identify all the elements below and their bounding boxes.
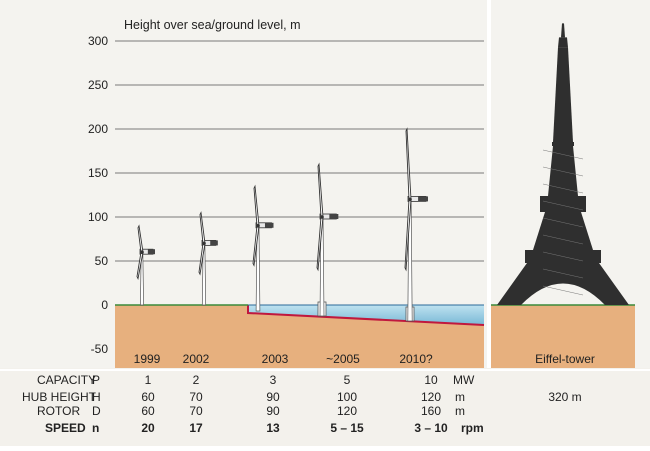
y-tick-label: 0 — [101, 298, 108, 312]
tower-lattice-line — [542, 268, 584, 279]
hub-height-cell: 120 — [421, 390, 441, 404]
rotor-cell: 70 — [189, 404, 203, 418]
seabed-line — [247, 305, 485, 326]
year-label: ~2005 — [326, 352, 360, 366]
tower-lattice-line — [542, 166, 584, 177]
row-label-capacity: CAPACITY — [37, 373, 96, 387]
tower-lattice-line — [542, 217, 584, 228]
turbine-hub — [202, 241, 206, 246]
y-tick-labels: 300 250 200 150 100 50 0 -50 — [88, 34, 108, 356]
tower-lattice-line — [542, 183, 584, 194]
y-tick-label: 300 — [88, 34, 108, 48]
turbine-hub — [256, 224, 260, 228]
rotor-cell: 160 — [421, 404, 441, 418]
turbine-nacelle-shade — [418, 196, 428, 202]
tower-antenna — [561, 23, 565, 38]
tower-ground — [491, 305, 635, 368]
tower-lattice-line — [542, 149, 584, 160]
capacity-cell: 10 — [424, 373, 438, 387]
capacity-cell: 2 — [193, 373, 200, 387]
tower-mid-band — [552, 142, 574, 146]
turbine-2010 — [404, 127, 428, 322]
row-symbol-hub-height: H — [92, 390, 101, 404]
turbine-hub — [408, 197, 412, 202]
tower-legs — [497, 263, 629, 305]
y-tick-label: 150 — [88, 166, 108, 180]
row-label-speed: SPEED — [45, 421, 86, 435]
turbine-hub — [140, 250, 144, 254]
grid-lines — [115, 40, 484, 262]
row-symbol-capacity: P — [92, 373, 100, 387]
ground-layer — [115, 304, 635, 368]
eiffel-tower — [497, 23, 629, 305]
unit-capacity: MW — [453, 373, 475, 387]
row-label-hub-height: HUB HEIGHT — [22, 390, 97, 404]
y-tick-label: 50 — [95, 254, 109, 268]
tower-upper-mast — [553, 47, 573, 142]
tower-lattice-line — [542, 285, 584, 296]
speed-cell: 17 — [189, 421, 203, 435]
hub-height-cell: 60 — [141, 390, 155, 404]
row-symbol-rotor: D — [92, 404, 101, 418]
rotor-cell: 60 — [141, 404, 155, 418]
capacity-cell: 3 — [270, 373, 277, 387]
y-tick-label: 200 — [88, 122, 108, 136]
tower-lattice-line — [542, 200, 584, 211]
speed-cell: 13 — [266, 421, 280, 435]
unit-rotor: m — [455, 404, 465, 418]
row-symbol-speed: n — [92, 421, 99, 435]
rotor-cell: 90 — [266, 404, 280, 418]
eiffel-tower-height: 320 m — [548, 390, 581, 404]
capacity-cell: 1 — [145, 373, 152, 387]
turbine-nacelle-shade — [210, 240, 218, 246]
year-label: 2010? — [399, 352, 433, 366]
speed-cell: 5 – 15 — [330, 421, 364, 435]
y-axis-label: Height over sea/ground level, m — [124, 18, 300, 32]
hub-height-cell: 100 — [337, 390, 357, 404]
hub-height-cell: 90 — [266, 390, 280, 404]
tower-top-cap — [558, 37, 568, 48]
y-tick-label: 250 — [88, 78, 108, 92]
sea-water — [248, 305, 484, 325]
y-tick-label: -50 — [91, 342, 109, 356]
rotor-cell: 120 — [337, 404, 357, 418]
tower-middle-body — [533, 212, 593, 250]
y-tick-label: 100 — [88, 210, 108, 224]
tower-second-platform — [540, 196, 586, 212]
turbine-nacelle-shade — [329, 214, 339, 219]
row-label-rotor: ROTOR — [37, 404, 80, 418]
tower-lattice-line — [542, 234, 584, 245]
year-label: 1999 — [134, 352, 161, 366]
turbine-2002 — [198, 211, 218, 306]
tower-upper-body — [548, 146, 578, 196]
year-label: 2003 — [262, 352, 289, 366]
hub-height-cell: 70 — [189, 390, 203, 404]
turbine-2003 — [252, 184, 274, 312]
turbine-hub — [320, 215, 324, 219]
year-label: 2002 — [183, 352, 210, 366]
turbine-nacelle-shade — [147, 249, 155, 255]
turbine-nacelle-shade — [264, 222, 274, 228]
speed-cell: 20 — [141, 421, 155, 435]
unit-hub-height: m — [455, 390, 465, 404]
specs-table: 1999 2002 2003 ~2005 2010? Eiffel-tower … — [0, 352, 650, 435]
turbines — [136, 127, 428, 322]
capacity-cell: 5 — [344, 373, 351, 387]
tower-lattice-line — [542, 251, 584, 262]
turbine-1999 — [136, 224, 155, 306]
speed-cell: 3 – 10 — [414, 421, 448, 435]
eiffel-tower-label: Eiffel-tower — [535, 352, 595, 366]
turbine-2005 — [316, 162, 339, 317]
table-panel — [0, 368, 650, 446]
unit-speed: rpm — [461, 421, 484, 435]
